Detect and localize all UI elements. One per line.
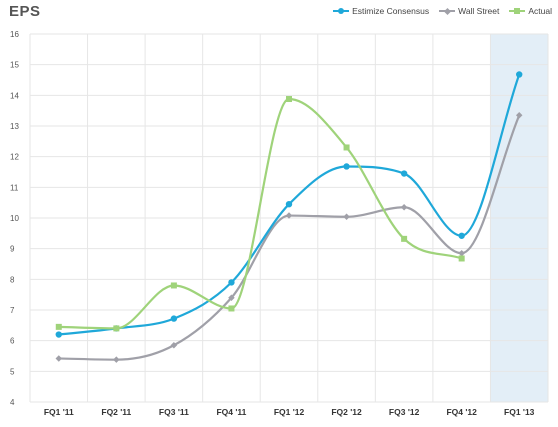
y-tick-label-11: 11: [10, 183, 19, 192]
legend-swatch-estimize: [333, 7, 350, 15]
x-tick-label-7: FQ4 '12: [446, 407, 477, 417]
data-point-estimize-consensus-7: [458, 232, 465, 239]
x-tick-label-1: FQ2 '11: [101, 407, 131, 417]
series-line-actual: [58, 97, 463, 330]
legend-swatch-wall-street: [439, 7, 456, 15]
data-point-estimize-consensus-5: [343, 163, 350, 170]
data-point-actual-5: [343, 144, 350, 151]
x-tick-label-5: FQ2 '12: [331, 407, 362, 417]
data-point-actual-4: [286, 96, 292, 103]
data-point-wall-street-3: [228, 294, 235, 301]
data-point-wall-street-6: [400, 204, 408, 211]
y-tick-label-12: 12: [10, 153, 19, 162]
data-point-wall-street-5: [343, 213, 350, 221]
data-point-wall-street-2: [170, 342, 178, 349]
data-point-actual-7: [458, 255, 465, 262]
data-point-estimize-consensus-8: [516, 71, 523, 78]
y-tick-label-14: 14: [10, 91, 19, 100]
y-tick-label-5: 5: [10, 367, 15, 376]
y-tick-label-13: 13: [10, 122, 19, 131]
y-tick-label-16: 16: [10, 30, 19, 39]
x-tick-label-3: FQ4 '11: [216, 407, 246, 417]
data-point-actual-1: [113, 325, 120, 332]
legend-item-wall-street[interactable]: Wall Street: [439, 6, 499, 16]
data-point-estimize-consensus-3: [228, 279, 235, 286]
x-tick-label-2: FQ3 '11: [159, 407, 189, 417]
y-tick-label-9: 9: [10, 245, 15, 254]
y-tick-label-4: 4: [10, 398, 15, 407]
chart-legend: Estimize Consensus Wall Street Actual: [333, 6, 552, 16]
x-tick-label-6: FQ3 '12: [389, 407, 420, 417]
data-point-wall-street-0: [55, 355, 63, 362]
y-tick-label-15: 15: [10, 61, 19, 70]
legend-swatch-actual: [509, 7, 526, 15]
data-point-wall-street-7: [458, 250, 465, 257]
y-tick-label-8: 8: [10, 275, 15, 284]
y-tick-label-6: 6: [10, 337, 15, 346]
data-point-wall-street-1: [113, 356, 120, 363]
data-point-actual-3: [228, 305, 235, 312]
legend-item-estimize[interactable]: Estimize Consensus: [333, 6, 429, 16]
legend-item-actual[interactable]: Actual: [509, 6, 552, 16]
data-point-actual-2: [170, 282, 177, 289]
data-point-estimize-consensus-6: [400, 170, 408, 177]
data-point-wall-street-4: [285, 212, 293, 219]
x-tick-label-8: FQ1 '13: [504, 407, 535, 417]
x-tick-label-4: FQ1 '12: [274, 407, 305, 417]
y-tick-label-7: 7: [10, 306, 15, 315]
data-point-estimize-consensus-0: [55, 331, 62, 338]
legend-label-estimize: Estimize Consensus: [352, 6, 430, 16]
data-point-actual-0: [55, 323, 62, 330]
legend-label-actual: Actual: [528, 6, 552, 16]
legend-label-wall-street: Wall Street: [458, 6, 500, 16]
y-tick-label-10: 10: [10, 214, 19, 223]
chart-title: EPS: [9, 3, 41, 20]
data-point-actual-6: [401, 235, 408, 242]
x-tick-label-0: FQ1 '11: [44, 407, 74, 417]
data-point-estimize-consensus-2: [170, 315, 178, 322]
data-point-estimize-consensus-4: [285, 201, 293, 208]
